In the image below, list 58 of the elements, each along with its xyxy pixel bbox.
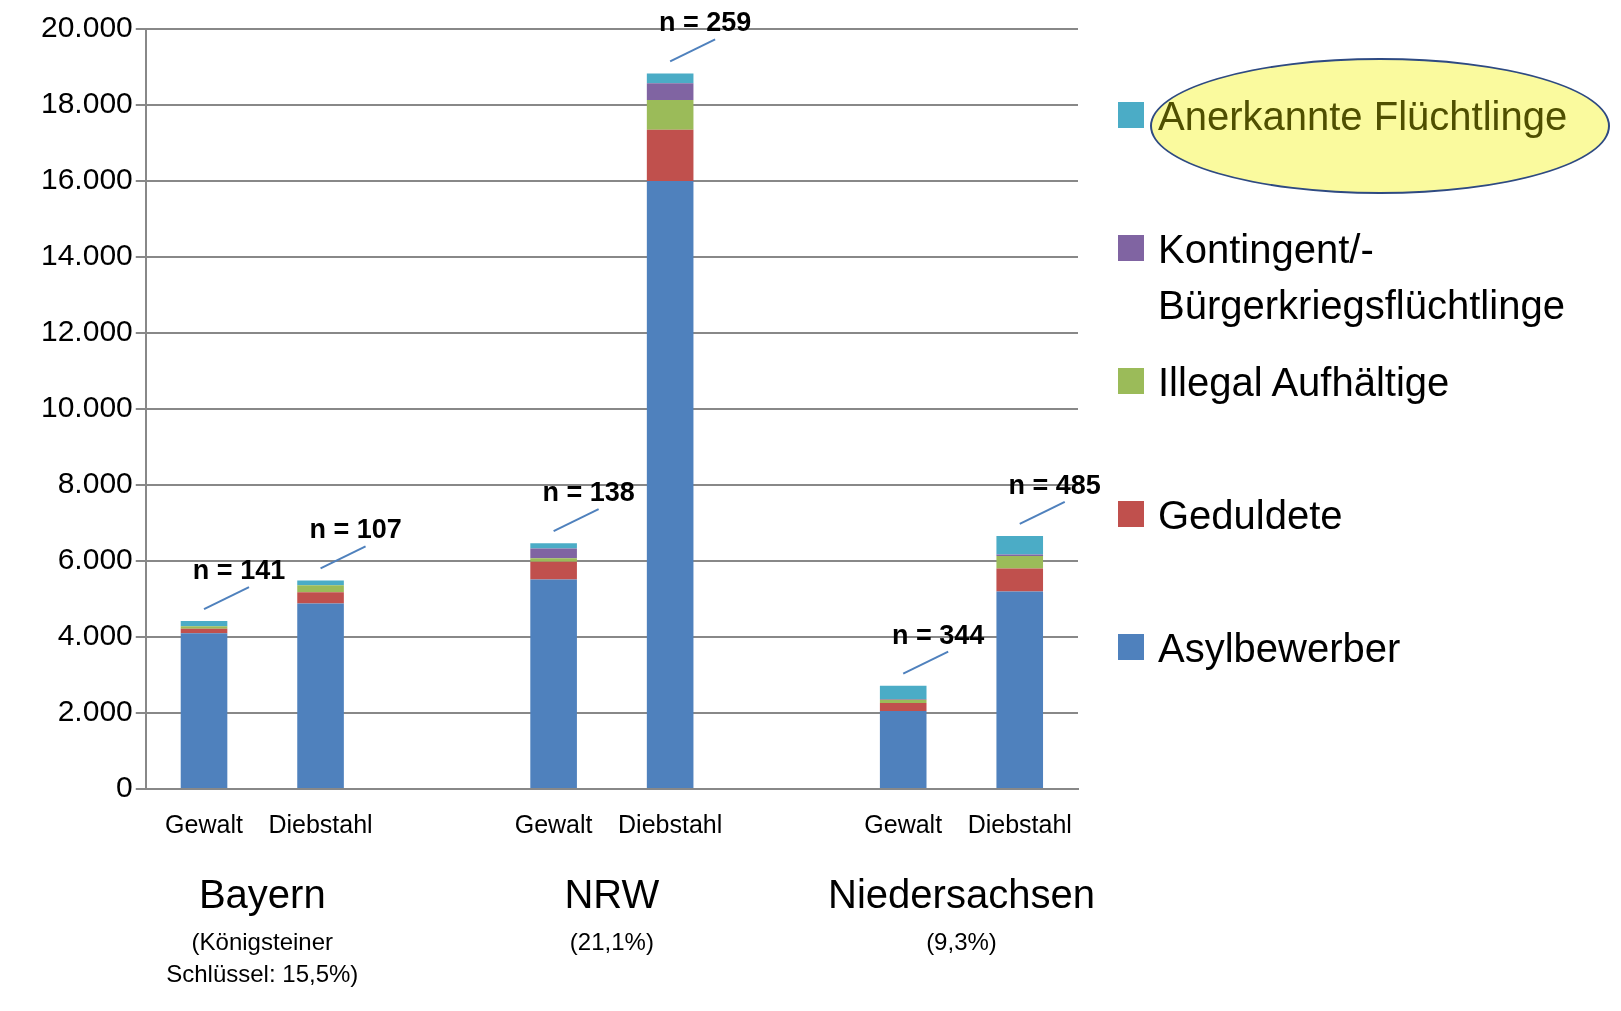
y-tick-label: 8.000: [57, 466, 133, 500]
bar: [996, 556, 1044, 569]
x-tick-label: Gewalt: [165, 809, 243, 838]
x-tick-label: Diebstahl: [618, 809, 723, 838]
y-tick-label: 0: [116, 770, 133, 804]
y-tick-label: 20.000: [40, 10, 133, 44]
bar: [297, 603, 344, 788]
text: (Königsteiner Schlüssel: 15,5%): [166, 928, 359, 987]
bar: [530, 579, 577, 788]
x-tick-label: Diebstahl: [268, 809, 373, 838]
y-tick-label: 4.000: [57, 618, 133, 652]
annotation: n = 344: [892, 619, 985, 650]
annotation: n = 138: [542, 477, 635, 508]
bar: [530, 543, 577, 549]
annotation: n = 259: [658, 7, 752, 38]
text: Niedersachsen: [828, 872, 1095, 916]
bar: [879, 711, 927, 788]
y-tick-label: 12.000: [40, 314, 133, 348]
y-tick-label: 16.000: [40, 162, 133, 196]
x-tick-label: Diebstahl: [967, 809, 1072, 838]
bar: [297, 585, 344, 593]
y-tick-label: 2.000: [57, 694, 133, 728]
y-tick-label: 14.000: [40, 238, 133, 272]
bar: [996, 535, 1044, 555]
bar: [646, 181, 694, 788]
x-tick-label: Gewalt: [864, 809, 943, 838]
bar: [646, 73, 694, 84]
y-tick-label: 10.000: [40, 390, 133, 424]
bar: [879, 685, 927, 699]
annotation: n = 141: [192, 555, 286, 586]
x-tick-label: Gewalt: [514, 809, 593, 838]
bar: [180, 621, 228, 627]
legend-label: Anerkannte Flüchtlinge: [1158, 93, 1569, 140]
bar: [646, 100, 694, 130]
y-tick-label: 6.000: [57, 542, 133, 576]
bar: [530, 548, 577, 559]
legend-label: Kontingent/-Bürgerkriegsflüchtlinge: [1158, 226, 1566, 329]
annotation: n = 107: [309, 514, 402, 545]
text: Bayern: [198, 872, 326, 916]
bar: [180, 633, 228, 788]
bar: [530, 561, 577, 580]
bar: [646, 83, 694, 101]
text: (9,3%): [926, 928, 997, 955]
bar: [297, 592, 344, 604]
text: NRW: [564, 872, 660, 916]
bar: [996, 568, 1044, 592]
legend-label: Illegal Aufhältige: [1158, 359, 1451, 406]
bar: [180, 626, 228, 629]
legend-label: Asylbewerber: [1158, 625, 1402, 672]
bar: [297, 580, 344, 586]
y-tick-label: 18.000: [40, 86, 133, 120]
text: (21,1%): [569, 928, 654, 955]
bar: [530, 558, 577, 562]
legend-label: Geduldete: [1158, 492, 1344, 539]
annotation: n = 485: [1008, 469, 1101, 500]
bar: [879, 703, 927, 712]
bar: [996, 591, 1044, 788]
bar: [646, 129, 694, 181]
